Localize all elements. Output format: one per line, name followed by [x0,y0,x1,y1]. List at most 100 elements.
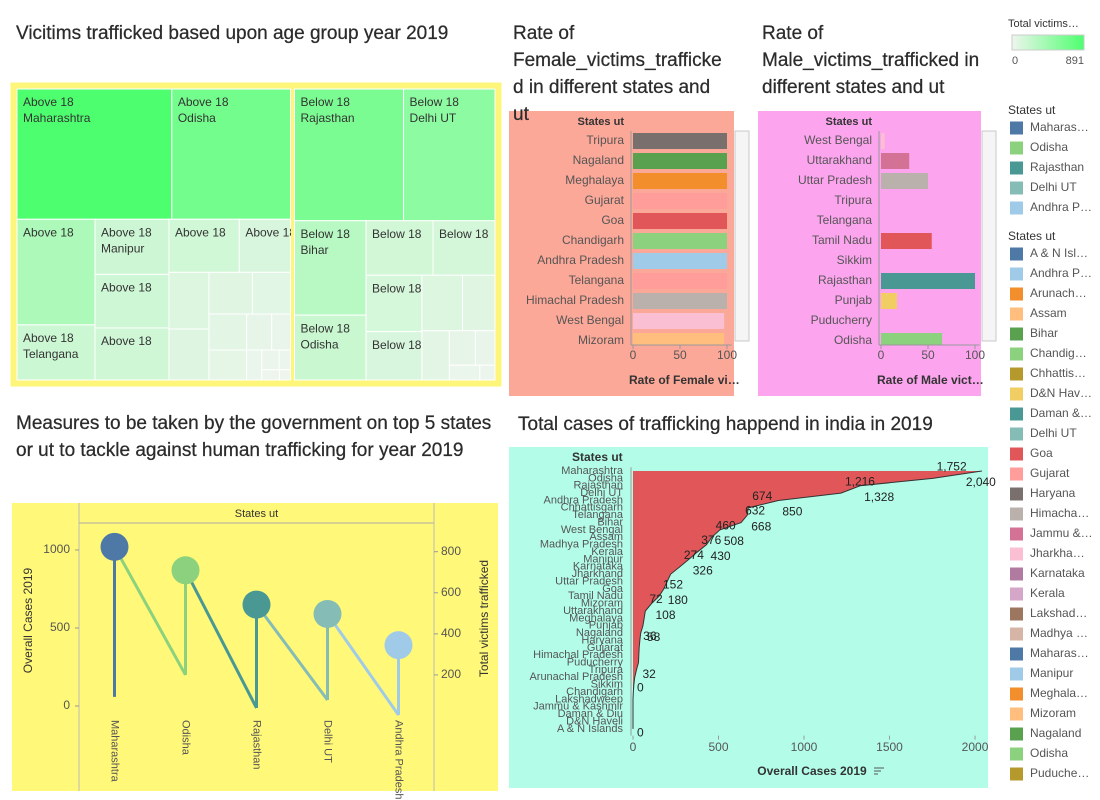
treemap-tile [421,274,464,332]
category-label: Punjab [835,293,873,307]
color-legend-min: 0 [1012,55,1018,67]
area-chart-title: Total cases of trafficking happend in in… [518,414,933,435]
category-label: Mizoram [578,333,624,347]
chart-pane [758,111,981,396]
tile-group-label: Below 18 [372,227,422,241]
category-label: Daman & Diu [558,708,623,720]
bar [633,133,727,149]
bar [633,193,727,209]
category-label: Manipur [583,553,623,565]
category-label: Gujarat [585,193,625,207]
treemap-tile [16,88,173,220]
category-label: Kerala [591,546,624,558]
data-label: 430 [711,549,731,563]
area [633,470,982,729]
y-tick-label: 500 [50,620,70,634]
tile-group-label: Above 18 [245,225,296,239]
bar [881,173,928,189]
data-label: 180 [668,593,688,607]
bar [633,253,727,269]
bar [633,153,727,169]
category-label: Lakshadweep [555,693,623,705]
category-label: West Bengal [561,524,623,536]
category-label: Uttarakhand [563,605,623,617]
legend-label: Andhra P… [1030,200,1092,214]
data-label: 274 [684,548,704,562]
connector-line [326,613,400,716]
data-label: 508 [724,534,744,548]
legend-label: Himacha… [1030,506,1089,520]
legend-swatch [1010,487,1023,501]
tile-group-label: Below 18 [301,321,351,335]
category-label: Chandigarh [566,686,623,698]
legend-swatch [1010,547,1023,561]
category-label: A & N Islands [557,723,624,735]
x-tick-label: 50 [673,348,687,362]
data-label: 36 [643,629,657,643]
connector-line [255,603,329,701]
category-label: Tripura [586,133,624,147]
legend-label: Kerala [1030,586,1065,600]
legend-label: Delhi UT [1030,180,1077,194]
legend-swatch [1010,567,1023,581]
bar [633,293,727,309]
legend-label: Haryana [1030,486,1076,500]
legend-swatch [1010,667,1023,681]
legend-swatch [1010,181,1023,195]
legend-label: Bihar [1030,326,1058,340]
connector-line [113,546,187,676]
category-label: Sikkim [591,679,623,691]
data-label: 326 [693,564,713,578]
treemap-tile [168,271,210,330]
legend-swatch [1010,367,1023,381]
treemap-tile [208,313,248,351]
data-label: 674 [752,489,772,503]
category-label: Telangana [569,273,625,287]
treemap-frame [10,82,502,387]
category-label: Puducherry [811,313,872,327]
bar-rows: Tripura Nagaland Meghalaya Gujarat Goa Chandi… [526,133,727,347]
data-label: 376 [701,533,721,547]
male-chart-title: Rate of Male_victims_trafficked in diffe… [762,23,980,98]
legend-label: Karnataka [1030,566,1085,580]
category-label: West Bengal [556,313,624,327]
treemap-tile [171,88,292,220]
treemap-tile [448,330,476,366]
treemap-tile [94,218,170,275]
data-label: 58 [647,630,661,644]
legend-swatch [1010,707,1023,721]
legend-swatch [1010,407,1023,421]
tile-state-label: Maharashtra [23,111,91,125]
x-tick-label: Maharashtra [109,720,121,783]
treemap-tile [271,313,292,351]
treemap-tile [448,364,481,381]
treemap-tile [474,330,496,366]
bar [633,233,727,249]
category-label: Himachal Pradesh [533,649,623,661]
category-label: Madhya Pradesh [540,539,623,551]
x-tick-label: 50 [921,348,935,362]
category-label: Odisha [588,472,624,484]
legend-label: Daman &… [1030,406,1092,420]
category-label: Andhra Pradesh [537,253,624,267]
x-axis-label: Overall Cases 2019 [757,764,867,778]
y-tick-label: 1000 [43,542,70,556]
treemap-tile [246,349,263,381]
tile-group-label: Above 18 [23,331,74,345]
y2-tick-label: 200 [441,667,461,681]
treemap-tile [403,88,496,222]
tile-group-label: Above 18 [178,95,229,109]
color-legend-max: 891 [1066,55,1084,67]
x-tick-label: 0 [878,348,885,362]
tile-state-label: Rajasthan [301,111,355,125]
legend-label: Puduche… [1030,766,1089,780]
y2-axis-label: Total victims trafficked [477,560,491,677]
legend-label: Manipur [1030,666,1073,680]
legend-label: Delhi UT [1030,426,1077,440]
x-axis-label: Rate of Male vict… [877,373,984,387]
lollipop-head [313,599,342,628]
tile-group-label: Above 18 [101,225,152,239]
data-label: 152 [663,577,683,591]
legend-label: Madhya … [1030,626,1088,640]
legend-swatch [1010,627,1023,641]
